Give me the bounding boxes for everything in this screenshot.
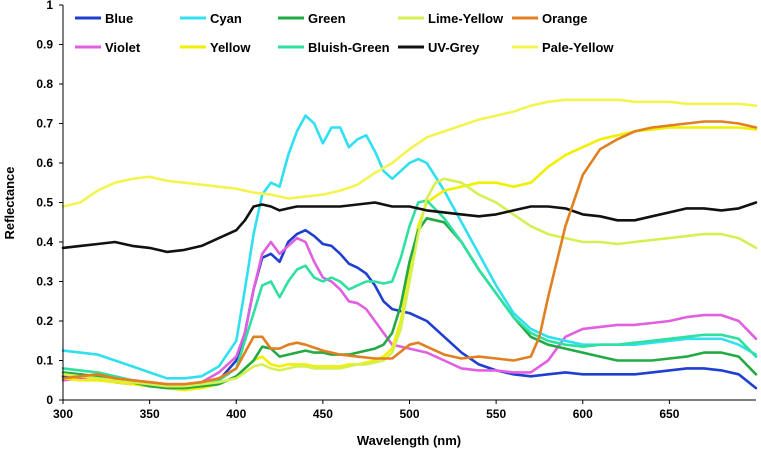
- x-tick-label: 400: [226, 407, 246, 421]
- series-line-pale-yellow: [61, 98, 758, 208]
- y-tick-label: 0.4: [36, 235, 53, 249]
- legend-label-yellow: Yellow: [210, 40, 251, 55]
- series-line-orange: [61, 120, 758, 386]
- y-tick-label: 1: [46, 0, 53, 12]
- series-line-bluish-green: [61, 199, 758, 388]
- series-line-cyan: [61, 114, 758, 380]
- series-line-blue: [61, 228, 758, 390]
- legend-label-green: Green: [308, 11, 346, 26]
- legend-label-cyan: Cyan: [210, 11, 242, 26]
- y-tick-label: 0.1: [36, 354, 53, 368]
- y-tick-label: 0.2: [36, 314, 53, 328]
- x-tick-label: 500: [399, 407, 419, 421]
- legend-label-orange: Orange: [542, 11, 588, 26]
- x-tick-label: 600: [573, 407, 593, 421]
- series-line-green: [61, 217, 758, 390]
- x-tick-label: 300: [53, 407, 73, 421]
- y-tick-label: 0.5: [36, 196, 53, 210]
- y-axis-title: Reflectance: [2, 167, 17, 240]
- y-tick-label: 0.7: [36, 117, 53, 131]
- y-tick-label: 0.3: [36, 275, 53, 289]
- legend-label-pale-yellow: Pale-Yellow: [542, 40, 614, 55]
- y-tick-label: 0: [46, 393, 53, 407]
- legend-label-violet: Violet: [105, 40, 141, 55]
- legend-label-uv-grey: UV-Grey: [428, 40, 480, 55]
- x-tick-label: 650: [659, 407, 679, 421]
- x-axis-title: Wavelength (nm): [357, 433, 461, 448]
- series-lines: [61, 98, 758, 392]
- legend-label-bluish-green: Bluish-Green: [308, 40, 390, 55]
- legend-label-lime-yellow: Lime-Yellow: [428, 11, 504, 26]
- series-line-uv-grey: [61, 201, 758, 254]
- y-ticks: 0 0.1 0.2 0.3 0.4 0.5 0.6 0.7 0.8 0.9 1: [36, 0, 63, 407]
- x-tick-label: 350: [140, 407, 160, 421]
- series-line-lime-yellow: [61, 177, 758, 388]
- legend: Blue Violet Cyan Yellow Green Bluish-Green Lim…: [75, 11, 614, 55]
- x-tick-label: 450: [313, 407, 333, 421]
- y-tick-label: 0.9: [36, 38, 53, 52]
- x-ticks: 300 350 400 450 500 550 600 650: [53, 400, 680, 421]
- y-tick-label: 0.6: [36, 156, 53, 170]
- y-tick-label: 0.8: [36, 77, 53, 91]
- legend-label-blue: Blue: [105, 11, 133, 26]
- x-tick-label: 550: [486, 407, 506, 421]
